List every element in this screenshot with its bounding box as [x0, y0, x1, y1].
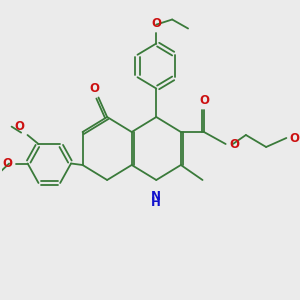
Text: N: N — [151, 190, 161, 202]
Text: O: O — [2, 157, 12, 170]
Text: O: O — [151, 17, 161, 30]
Text: O: O — [14, 120, 24, 133]
Text: O: O — [290, 131, 300, 145]
Text: H: H — [151, 196, 161, 209]
Text: O: O — [199, 94, 209, 106]
Text: O: O — [89, 82, 99, 94]
Text: O: O — [229, 137, 239, 151]
